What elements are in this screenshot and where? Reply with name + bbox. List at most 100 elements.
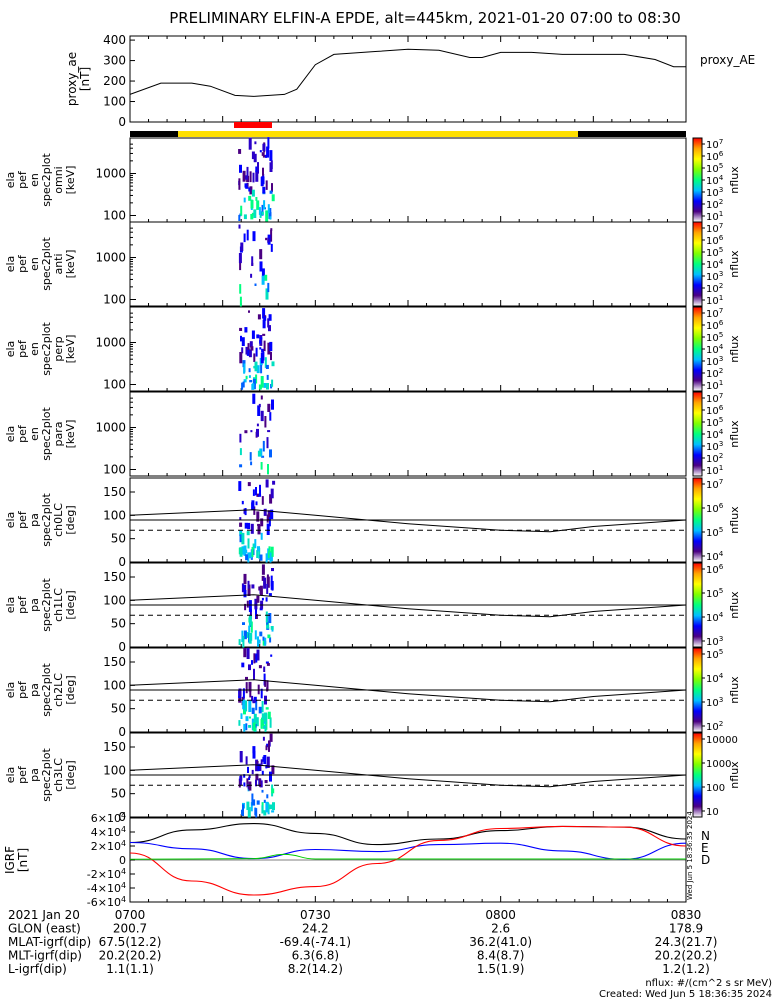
spectrogram-cell (241, 583, 244, 593)
spectrogram-cell (254, 724, 257, 728)
spectrogram-cell (243, 508, 246, 514)
spectrogram-cell (247, 552, 250, 563)
spectrogram-cell (250, 461, 253, 466)
colorbar (692, 477, 703, 563)
spectrogram-cell (238, 178, 241, 190)
spectrogram-cell (262, 333, 266, 336)
spectrogram-cell (270, 160, 273, 169)
spectrogram-cell (265, 210, 269, 222)
spectrogram-cell (251, 383, 255, 390)
spectrogram-cell (260, 719, 263, 729)
spectrogram-cell (259, 607, 263, 611)
ytick-label: 50 (111, 787, 126, 801)
axis-row-value: 1.2(1.2) (662, 962, 710, 976)
spectrogram-cell (256, 423, 259, 427)
spectrogram-cell (267, 634, 271, 639)
spectrogram-cell (258, 706, 262, 714)
ytick-label: 2×104 (91, 839, 126, 853)
spectrogram-cell (239, 352, 243, 364)
colorbar-tick-label: 103 (706, 354, 723, 368)
colorbar-tick-label: 10000 (706, 735, 738, 746)
spectrogram-cell (270, 243, 273, 252)
spectrogram-cell (239, 164, 242, 173)
spectrogram-cell (261, 496, 264, 505)
spectrogram-cell (243, 214, 247, 220)
colorbar-tick-label: 107 (706, 221, 723, 235)
colorbar (692, 732, 703, 818)
spectrogram-cell (266, 624, 270, 629)
spectrogram-cell (268, 593, 272, 597)
spectrogram-cell (259, 150, 262, 153)
ytick-label: 0 (119, 854, 126, 867)
spectrogram-cell (256, 200, 260, 210)
spectrogram-cell (256, 365, 260, 374)
ylabel: elapefpaspec2plotch1LC[deg] (4, 578, 77, 632)
spectrogram-cell (247, 584, 251, 596)
spectrogram-cell (260, 365, 263, 374)
spectrogram-cell (268, 511, 271, 514)
spectrogram-cell (270, 509, 274, 520)
plot-title: PRELIMINARY ELFIN-A EPDE, alt=445km, 202… (169, 9, 681, 27)
colorbar-tick-label: 105 (706, 161, 723, 175)
spectrogram-cell (259, 780, 263, 788)
ytick-label: 1000 (95, 335, 126, 349)
spectrogram-cell (270, 230, 273, 242)
spectrogram-cell (246, 600, 249, 608)
axis-row-value: -69.4(-74.1) (280, 935, 351, 949)
ytick-label: 1000 (95, 166, 126, 180)
spectrogram-cell (250, 621, 253, 633)
spectrogram-cell (249, 552, 252, 559)
spectrogram-cell (251, 769, 254, 775)
colorbar-tick-label: 103 (706, 439, 723, 453)
spectrogram-cell (245, 175, 248, 180)
spectrogram-cell (248, 600, 252, 612)
spectrogram-cell (245, 346, 248, 355)
spectrogram-cell (270, 488, 274, 499)
spectrogram-cell (250, 523, 254, 534)
spectrogram-cell (260, 518, 264, 527)
spectrogram-cell (258, 384, 262, 390)
spectrogram-cell (252, 378, 256, 390)
spectrogram-panel-para: 1000100elapefenspec2plotpara[keV]1071061… (4, 391, 741, 477)
spectrogram-cell (252, 489, 255, 496)
colorbar-tick-label: 1000 (706, 759, 731, 770)
spectrogram-cell (246, 647, 250, 659)
spectrogram-cell (272, 802, 275, 811)
spectrogram-cell (262, 640, 265, 646)
spectrogram-cell (265, 597, 268, 602)
spectrogram-cell (239, 448, 242, 456)
spectrogram-cell (268, 613, 272, 624)
spectrogram-cell (265, 364, 269, 369)
spectrogram-cell (245, 554, 249, 561)
spectrogram-cell (261, 770, 264, 775)
spectrogram-cell (241, 546, 245, 555)
spectrogram-cell (256, 800, 260, 805)
spectrogram-cell (248, 375, 251, 378)
spectrogram-cell (255, 700, 258, 711)
axis-row-value: 178.9 (669, 922, 703, 936)
spectrogram-cell (255, 808, 258, 818)
spectrogram-cell (247, 580, 250, 589)
ytick-label: 50 (111, 702, 126, 716)
igrf-line-E (129, 841, 687, 860)
spectrogram-cell (268, 740, 270, 752)
colorbar-tick-label: 103 (706, 634, 723, 648)
colorbar-tick-label: 104 (706, 671, 724, 685)
spectrogram-cell (257, 162, 259, 174)
spectrogram-cell (267, 342, 271, 355)
spectrogram-cell (243, 573, 247, 585)
spectrogram-panel-ch2LC: 150 100 50 0 elapefpaspec2plotch2LC[deg] 105 1… (4, 647, 741, 739)
spectrogram-cell (239, 751, 243, 763)
ytick-label: -2×104 (87, 867, 126, 881)
ylabel: elapefpaspec2plotch0LC[deg] (4, 493, 77, 547)
spectrogram-cell (266, 743, 270, 748)
colorbar-tick-label: 107 (706, 306, 723, 320)
spectrogram-cell (242, 635, 245, 648)
spectrogram-cell (248, 664, 251, 671)
spectrogram-cell (263, 666, 266, 672)
spectrogram-cell (271, 183, 273, 192)
loss-cone-curve (129, 594, 687, 618)
spectrogram-cell (260, 688, 263, 699)
status-bar (130, 122, 686, 137)
spectrogram-cell (266, 146, 270, 158)
